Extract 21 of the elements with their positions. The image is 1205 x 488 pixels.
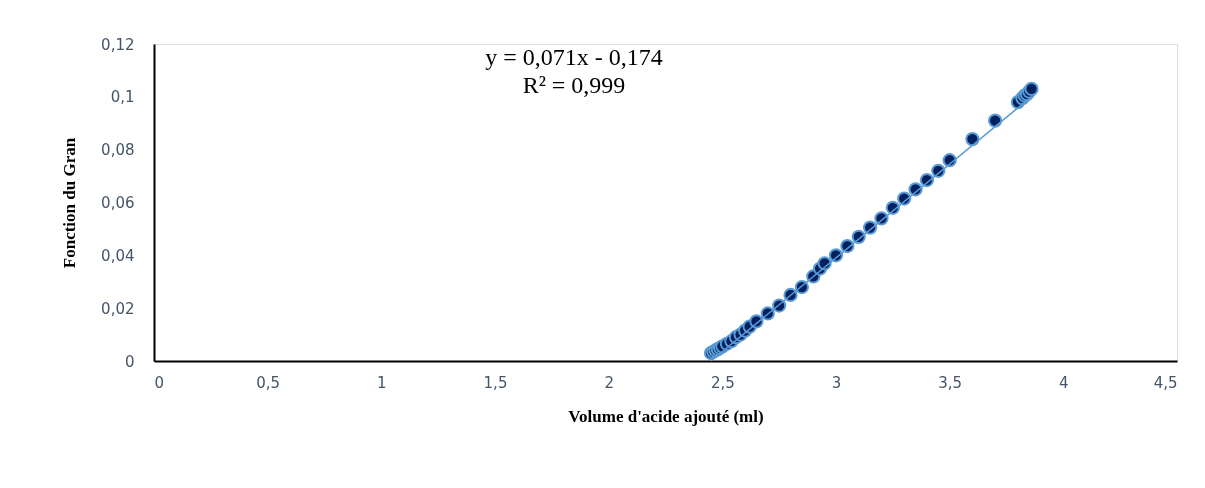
x-tick-label: 0 bbox=[154, 373, 165, 392]
x-tick-label: 1 bbox=[377, 373, 387, 392]
x-tick-label: 3 bbox=[831, 373, 842, 392]
x-tick-label: 3,5 bbox=[938, 373, 963, 392]
x-tick-label: 0,5 bbox=[256, 373, 281, 392]
y-tick-label: 0,08 bbox=[101, 141, 135, 160]
x-tick-label: 1,5 bbox=[483, 373, 508, 392]
x-tick-label: 4,5 bbox=[1153, 373, 1178, 392]
y-tick-label: 0,06 bbox=[101, 194, 135, 212]
y-tick-label: 0 bbox=[124, 352, 135, 371]
x-tick-label: 2,5 bbox=[710, 373, 735, 392]
y-tick-label: 0,02 bbox=[101, 299, 135, 318]
annotation: y = 0,071x - 0,174 bbox=[485, 44, 663, 70]
y-tick-label: 0,12 bbox=[101, 35, 135, 54]
x-axis-title: Volume d'acide ajouté (ml) bbox=[568, 406, 764, 426]
y-tick-label: 0,04 bbox=[101, 246, 135, 265]
x-tick-label: 2 bbox=[604, 373, 614, 392]
y-axis-title: Fonction du Gran bbox=[60, 137, 80, 269]
annotation: R² = 0,999 bbox=[522, 72, 626, 98]
y-tick-label: 0,1 bbox=[110, 88, 135, 107]
x-tick-label: 4 bbox=[1059, 373, 1069, 392]
